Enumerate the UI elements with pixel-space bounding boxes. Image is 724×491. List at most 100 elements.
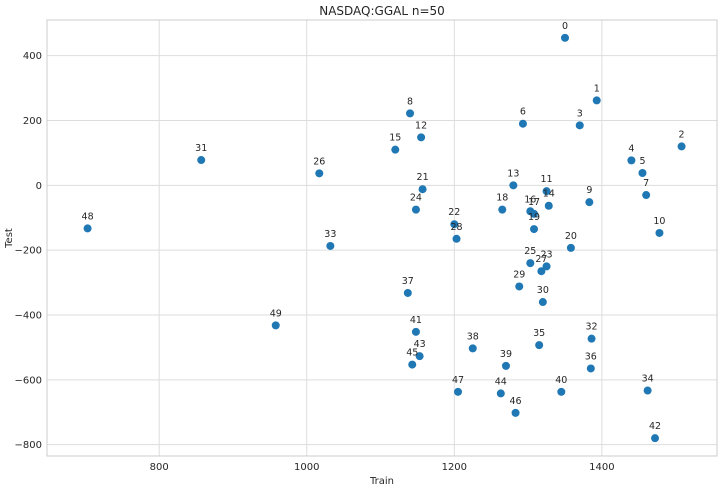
data-point (642, 191, 651, 200)
data-point-label: 24 (410, 193, 422, 204)
data-point (326, 241, 335, 250)
data-point-label: 17 (528, 197, 540, 208)
x-tick-label: 1000 (294, 462, 319, 473)
data-point (655, 228, 664, 237)
data-point (638, 169, 647, 178)
data-point-label: 38 (467, 331, 479, 342)
data-point-label: 3 (577, 108, 583, 119)
data-point-label: 48 (82, 211, 94, 222)
y-tick-label: −600 (15, 375, 42, 386)
data-points (83, 33, 686, 443)
data-point-label: 41 (410, 315, 422, 326)
y-tick-label: 200 (23, 116, 42, 127)
data-point (535, 341, 544, 350)
data-point (411, 327, 420, 336)
data-point-label: 18 (496, 193, 508, 204)
x-axis-label: Train (369, 476, 394, 487)
data-point (586, 364, 595, 373)
data-point (566, 243, 575, 252)
data-point (417, 133, 426, 142)
data-point (585, 198, 594, 207)
data-point-label: 28 (450, 222, 462, 233)
data-point-label: 36 (585, 351, 597, 362)
data-point-label: 22 (448, 207, 460, 218)
data-point-label: 44 (495, 376, 507, 387)
data-point-label: 4 (628, 143, 634, 154)
data-point (518, 119, 527, 128)
data-point (542, 187, 551, 196)
data-point (530, 225, 539, 234)
data-point (575, 121, 584, 130)
y-tick-label: 400 (23, 51, 42, 62)
data-point-label: 31 (195, 143, 207, 154)
data-point-label: 34 (642, 374, 654, 385)
data-point-label: 7 (643, 178, 649, 189)
data-point (468, 344, 477, 353)
data-point-label: 10 (653, 216, 665, 227)
data-point-label: 1 (594, 83, 600, 94)
data-point (411, 205, 420, 214)
plot-area-frame (46, 19, 718, 457)
data-point (643, 386, 652, 395)
grid-lines (47, 20, 717, 456)
data-point-label: 6 (520, 107, 526, 118)
data-point-label: 5 (639, 156, 645, 167)
data-point-label: 46 (510, 396, 522, 407)
x-axis-ticks: 800 1000 1200 1400 (150, 462, 615, 473)
data-point (501, 361, 510, 370)
data-point-label: 32 (586, 322, 598, 333)
y-tick-label: −800 (15, 440, 42, 451)
data-point (587, 334, 596, 343)
data-point (408, 360, 417, 369)
chart-title: NASDAQ:GGAL n=50 (319, 4, 445, 18)
data-point (544, 201, 553, 210)
data-point-label: 25 (524, 246, 536, 257)
data-point (526, 259, 535, 268)
data-point-label: 16 (524, 194, 536, 205)
data-point-label: 23 (541, 249, 553, 260)
data-point (454, 387, 463, 396)
data-point (406, 109, 415, 118)
data-point (530, 209, 539, 218)
data-point-label: 8 (407, 96, 413, 107)
y-tick-label: −200 (15, 246, 42, 257)
data-point (537, 267, 546, 276)
data-point (450, 220, 459, 229)
x-tick-label: 1400 (589, 462, 614, 473)
data-point-label: 27 (535, 254, 547, 265)
data-point (496, 389, 505, 398)
data-point-label: 29 (513, 269, 525, 280)
data-point-label: 39 (500, 349, 512, 360)
data-point (557, 387, 566, 396)
data-point (418, 185, 427, 194)
data-point-label: 11 (541, 174, 553, 185)
data-point (197, 156, 206, 165)
y-tick-label: 0 (36, 181, 42, 192)
x-tick-label: 800 (150, 462, 169, 473)
data-point-label: 13 (507, 168, 519, 179)
data-point-label: 40 (555, 375, 567, 386)
data-point-label: 30 (537, 285, 549, 296)
data-point-label: 47 (452, 375, 464, 386)
data-point (651, 434, 660, 443)
data-point-label: 12 (415, 120, 427, 131)
y-axis-ticks: −800 −600 −400 −200 0 200 400 (15, 51, 42, 451)
data-point (391, 145, 400, 154)
data-point (677, 142, 686, 151)
data-point-label: 42 (649, 421, 661, 432)
data-point (509, 181, 518, 190)
data-point-label: 26 (313, 156, 325, 167)
data-point-label: 9 (586, 185, 592, 196)
data-point-label: 37 (402, 276, 414, 287)
data-point-label: 33 (324, 229, 336, 240)
data-point (452, 234, 461, 243)
data-point (592, 96, 601, 105)
data-point (403, 288, 412, 297)
data-point (498, 205, 507, 214)
data-point (415, 352, 424, 361)
data-point-label: 15 (389, 133, 401, 144)
data-point-label: 20 (565, 231, 577, 242)
data-point-label: 49 (270, 308, 282, 319)
